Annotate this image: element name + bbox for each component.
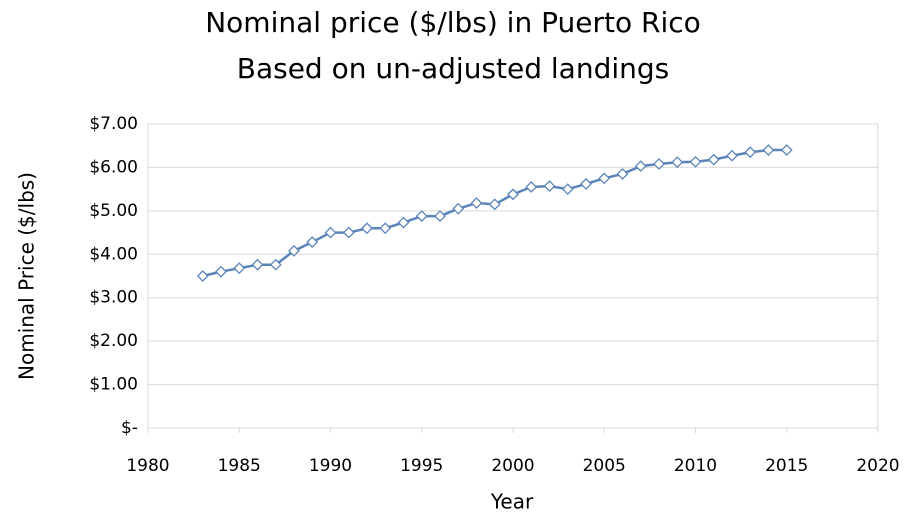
marker — [215, 265, 227, 278]
marker — [671, 156, 684, 169]
marker — [580, 178, 592, 190]
y-tick-label: $3.00 — [89, 288, 138, 308]
marker — [288, 244, 300, 257]
y-tick-label: $4.00 — [89, 244, 138, 264]
marker — [397, 216, 410, 229]
x-tick-label: 2020 — [856, 456, 899, 476]
marker — [342, 226, 355, 239]
marker — [598, 172, 611, 185]
series-line — [202, 148, 787, 278]
y-tick-label: $2.00 — [89, 331, 138, 351]
y-tick-label: $7.00 — [89, 114, 138, 134]
y-axis-label: Nominal Price ($/lbs) — [15, 172, 39, 380]
x-tick-label: 1990 — [309, 456, 352, 476]
x-tick-label: 2000 — [491, 456, 534, 476]
marker — [634, 160, 647, 173]
y-tick-label: $5.00 — [89, 201, 138, 221]
marker — [452, 202, 465, 215]
x-tick-label: 1985 — [218, 456, 261, 476]
y-tick-label: $- — [121, 418, 138, 438]
marker — [561, 183, 574, 196]
y-tick-label: $1.00 — [89, 375, 138, 395]
marker — [379, 222, 392, 235]
x-tick-label: 1995 — [400, 456, 443, 476]
marker — [488, 198, 501, 211]
x-tick-label: 2010 — [674, 456, 717, 476]
marker — [196, 270, 209, 282]
x-tick-label: 1980 — [126, 456, 169, 476]
marker — [251, 258, 264, 271]
marker — [762, 144, 775, 156]
marker — [543, 180, 556, 193]
marker — [324, 226, 337, 239]
x-axis-label: Year — [490, 490, 534, 514]
y-tick-label: $6.00 — [89, 157, 138, 177]
x-tick-label: 2005 — [583, 456, 626, 476]
plot-border — [147, 123, 879, 429]
marker — [780, 144, 793, 156]
marker — [470, 197, 483, 209]
marker — [689, 155, 702, 168]
marker — [415, 210, 428, 222]
chart-title: Nominal price ($/lbs) in Puerto Rico — [205, 6, 701, 39]
chart-subtitle: Based on un-adjusted landings — [237, 52, 670, 85]
marker — [653, 158, 665, 170]
marker — [306, 236, 319, 249]
marker — [616, 168, 629, 180]
marker — [233, 262, 246, 275]
marker — [434, 210, 446, 222]
marker — [744, 146, 757, 159]
marker — [707, 153, 720, 166]
marker — [507, 188, 519, 201]
marker — [726, 149, 738, 162]
marker — [361, 222, 373, 235]
marker — [269, 258, 282, 271]
marker — [525, 181, 538, 193]
x-tick-label: 2015 — [765, 456, 808, 476]
